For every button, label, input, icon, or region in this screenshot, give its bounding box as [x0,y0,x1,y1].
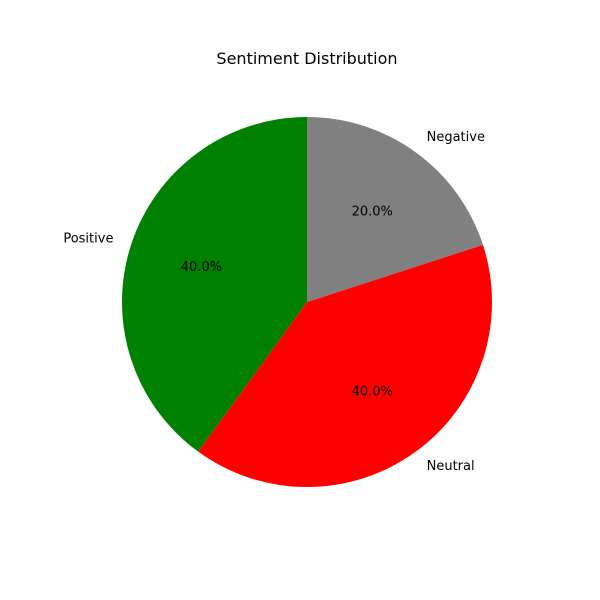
slice-label-negative: Negative [427,130,485,145]
pie-slice-negative [307,117,483,302]
slices-group [121,117,492,487]
slice-percent-positive: 40.0% [181,260,222,275]
slice-percent-negative: 20.0% [352,205,393,220]
slice-label-neutral: Neutral [427,459,475,474]
pie-slice-neutral [198,244,492,487]
pie-slice-positive [121,117,307,452]
slice-label-positive: Positive [63,232,113,247]
slice-percent-neutral: 40.0% [352,384,393,399]
labels-group: Positive 40.0% Neutral 40.0% Negative 20.0% [63,130,485,474]
chart-title: Sentiment Distribution [216,49,397,68]
